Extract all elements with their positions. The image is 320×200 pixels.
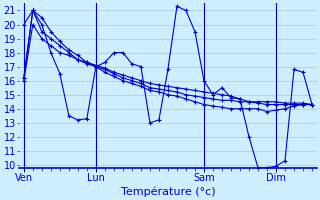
X-axis label: Température (°c): Température (°c) bbox=[121, 186, 215, 197]
